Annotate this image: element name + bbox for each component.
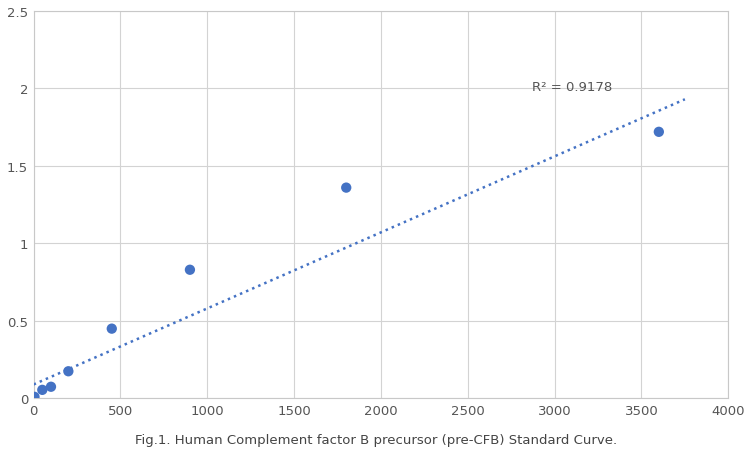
Point <box>340 184 352 192</box>
Text: Fig.1. Human Complement factor B precursor (pre-CFB) Standard Curve.: Fig.1. Human Complement factor B precurs… <box>135 433 617 446</box>
Text: R² = 0.9178: R² = 0.9178 <box>532 81 612 94</box>
Point <box>29 393 41 400</box>
Point <box>62 368 74 375</box>
Point <box>184 267 196 274</box>
Point <box>45 383 57 391</box>
Point <box>653 129 665 136</box>
Point <box>106 325 118 332</box>
Point <box>36 387 48 394</box>
